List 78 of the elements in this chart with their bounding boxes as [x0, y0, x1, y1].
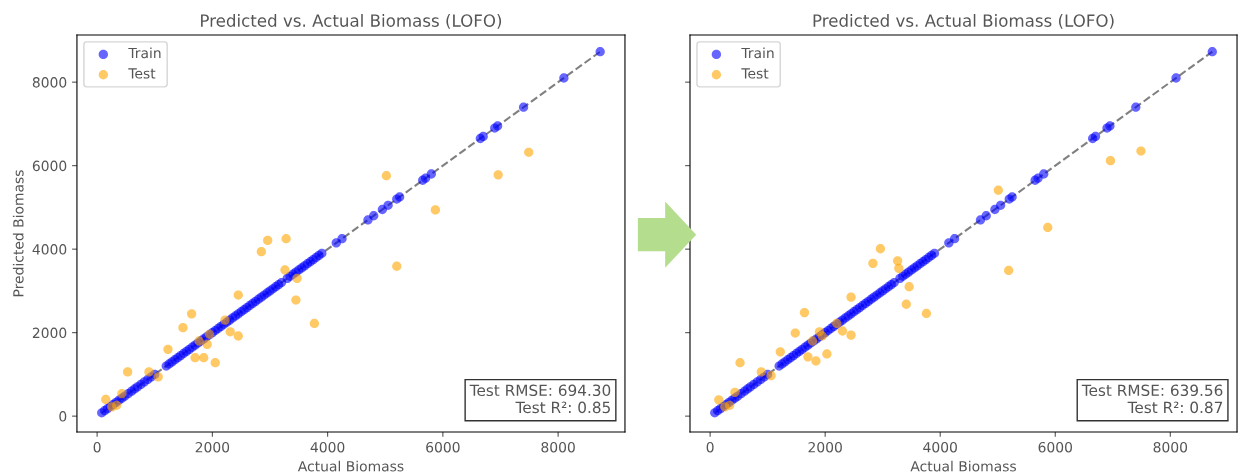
point: [430, 205, 441, 215]
x-tick-label: 4000: [310, 441, 345, 453]
point: [199, 353, 209, 363]
point: [837, 326, 848, 336]
point: [756, 367, 766, 377]
point: [524, 147, 534, 157]
point: [993, 185, 1003, 195]
chart-title: Predicted vs. Actual Biomass (LOFO): [201, 13, 502, 29]
point: [803, 352, 813, 362]
y-tick-label: 6000: [32, 160, 67, 172]
point: [868, 258, 878, 268]
point: [714, 395, 724, 405]
point: [894, 263, 904, 274]
y-tick-label: 0: [59, 411, 67, 422]
point: [101, 394, 111, 405]
legend-label: Train: [741, 47, 774, 59]
point: [256, 246, 266, 257]
point: [263, 235, 273, 246]
annotation: Test RMSE: 694.30: [469, 384, 611, 397]
point: [811, 356, 821, 366]
point: [280, 265, 290, 275]
annotation: Test R²: 0.87: [1127, 401, 1223, 414]
point: [144, 367, 154, 377]
point: [799, 307, 810, 318]
point: [846, 292, 856, 302]
y-tick-label: 4000: [32, 244, 67, 255]
y-tick-label: 2000: [32, 327, 67, 339]
point: [790, 328, 800, 338]
annotation: Test R²: 0.85: [515, 401, 610, 414]
x-tick-label: 0: [706, 441, 714, 453]
point: [921, 308, 932, 319]
point: [735, 358, 745, 368]
point: [186, 309, 197, 319]
y-tick-label: 8000: [32, 77, 67, 88]
x-tick-label: 8000: [541, 441, 575, 453]
point: [233, 331, 243, 341]
point: [292, 273, 302, 284]
point: [875, 244, 886, 254]
point: [202, 339, 212, 349]
point: [392, 261, 402, 271]
point: [122, 367, 133, 377]
x-tick-label: 6000: [426, 441, 460, 453]
legend-label: Train: [128, 47, 161, 59]
point: [1043, 222, 1053, 233]
y-axis-title: Predicted Biomass: [12, 170, 24, 297]
point: [775, 347, 785, 357]
point: [225, 327, 235, 337]
point: [190, 353, 200, 363]
point: [178, 322, 188, 333]
point: [493, 170, 503, 180]
x-tick-label: 0: [93, 441, 101, 453]
x-axis-title: Actual Biomass: [910, 460, 1016, 472]
point: [901, 299, 911, 309]
x-tick-label: 2000: [195, 441, 230, 453]
x-axis-title: Actual Biomass: [297, 460, 404, 472]
x-tick-label: 8000: [1153, 441, 1188, 453]
annotation: Test RMSE: 639.56: [1081, 384, 1223, 397]
x-tick-label: 2000: [808, 441, 842, 453]
point: [1004, 265, 1014, 276]
x-tick-label: 4000: [923, 441, 957, 453]
point: [381, 171, 392, 181]
legend-label: Test: [741, 68, 769, 79]
point: [163, 344, 173, 354]
point: [281, 234, 291, 244]
point: [1105, 155, 1116, 166]
point: [291, 295, 301, 305]
point: [846, 330, 856, 340]
point: [210, 358, 220, 368]
point: [309, 318, 320, 329]
chart-title: Predicted vs. Actual Biomass (LOFO): [813, 13, 1114, 29]
point: [904, 282, 914, 292]
point: [892, 256, 903, 266]
x-tick-label: 6000: [1038, 441, 1073, 453]
point: [1136, 146, 1146, 156]
point: [822, 349, 832, 359]
legend-label: Test: [128, 68, 156, 79]
point: [233, 290, 243, 300]
point: [730, 387, 740, 397]
